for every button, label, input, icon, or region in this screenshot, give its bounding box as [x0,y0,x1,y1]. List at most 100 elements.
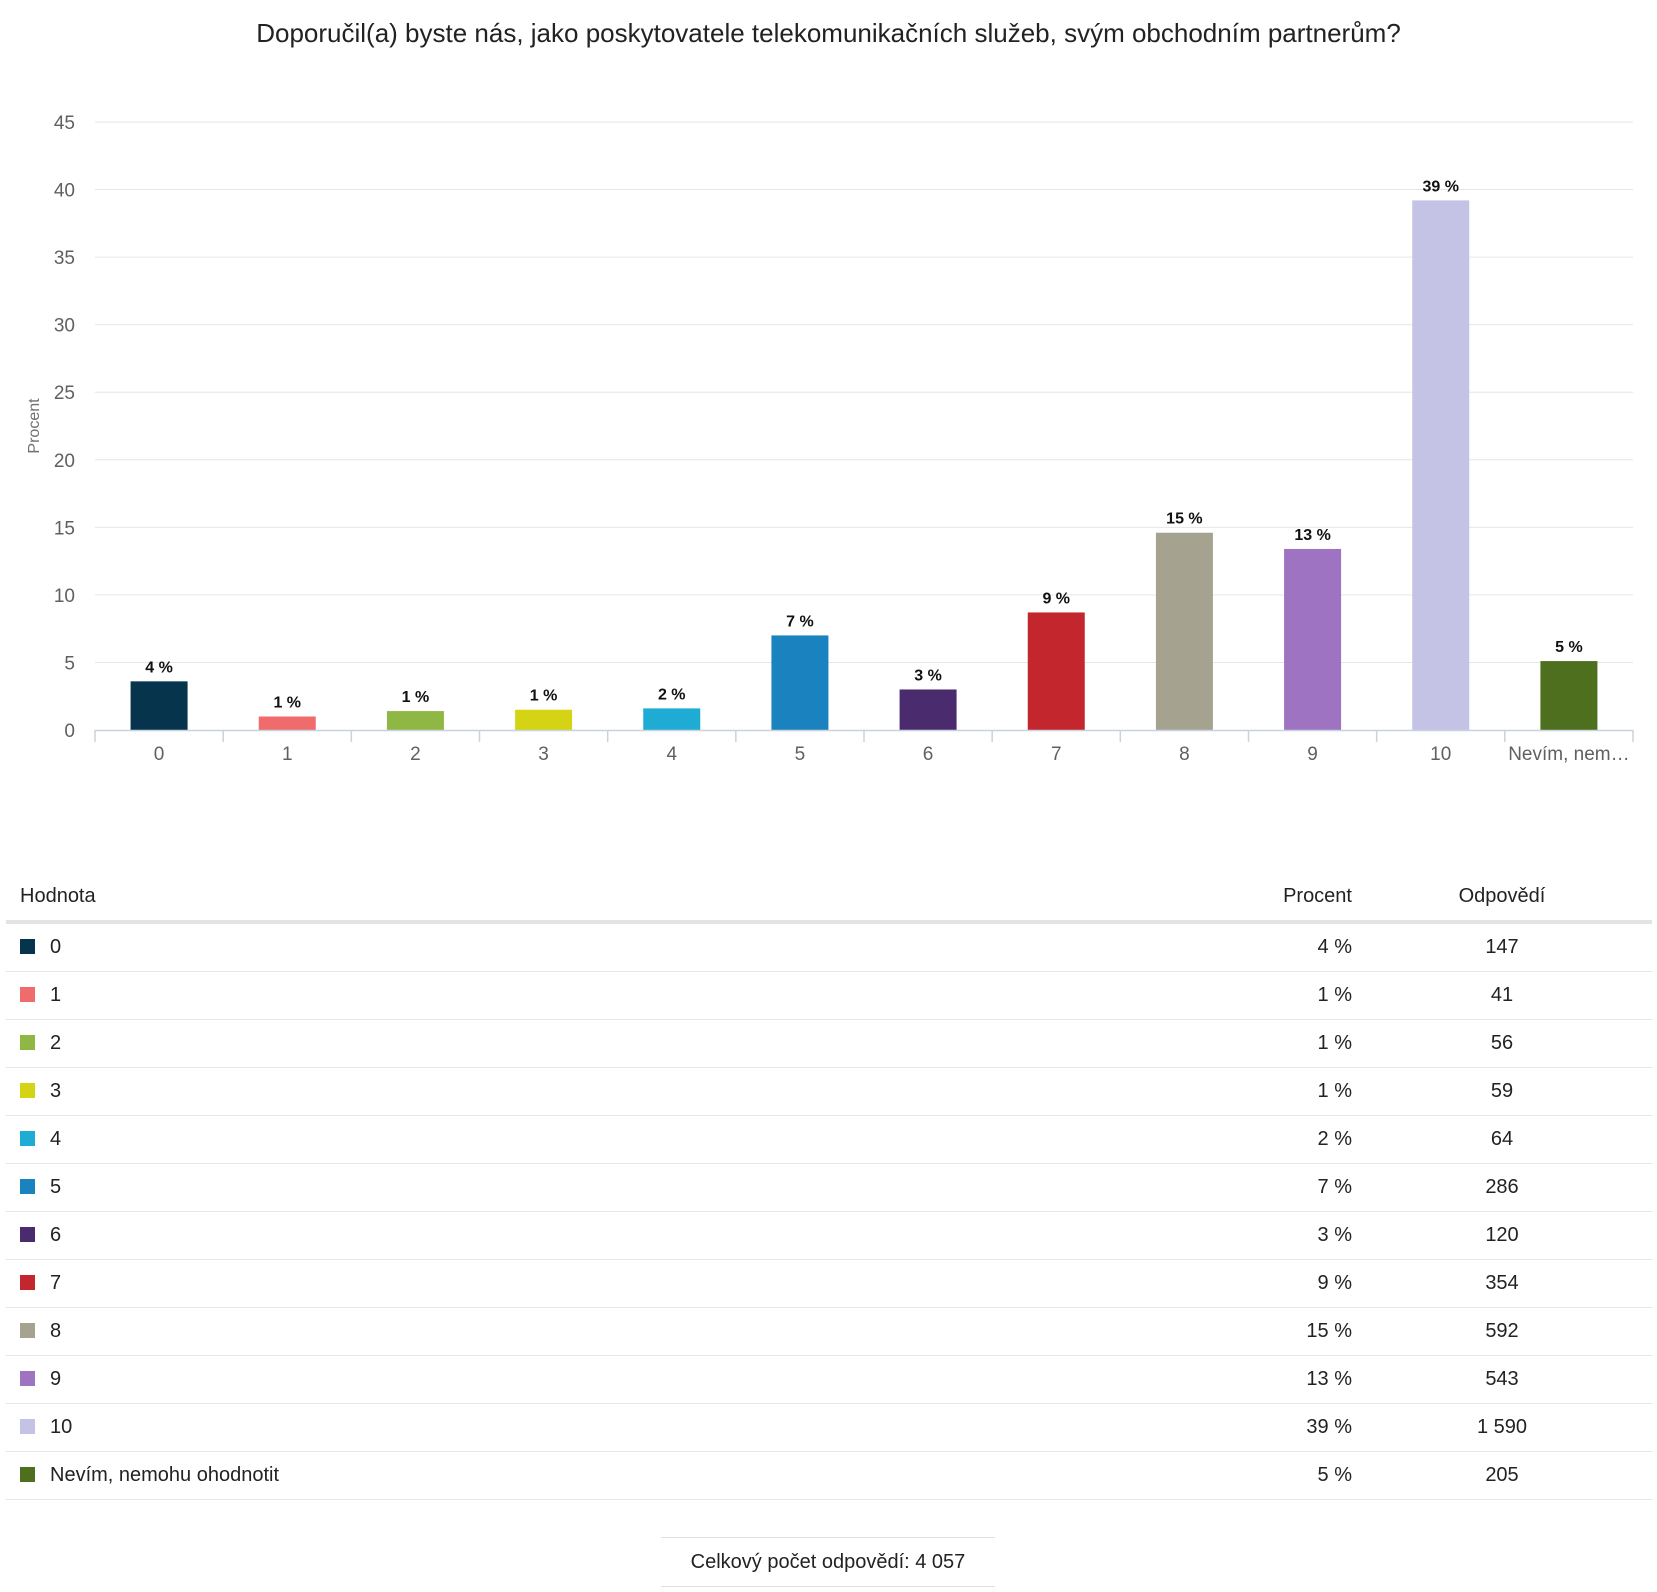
bar-6 [899,689,957,730]
row-label: 9 [50,1368,62,1390]
row-percent: 5 % [1152,1451,1352,1500]
bar-8 [1155,532,1213,730]
table-row: Nevím, nemohu ohodnotit 5 % 205 [6,1451,1652,1500]
bar-7 [1027,612,1085,730]
data-label: 15 % [1166,511,1202,528]
data-label: 1 % [273,694,301,711]
table-row: 7 9 % 354 [6,1259,1652,1308]
row-label: 0 [50,936,62,958]
row-percent: 7 % [1152,1163,1352,1212]
row-value-cell: 3 [6,1067,1152,1116]
y-tick-label: 35 [54,248,75,269]
row-percent: 1 % [1152,1019,1352,1068]
legend-swatch [20,1371,35,1386]
row-percent: 2 % [1152,1115,1352,1164]
x-tick-label: 2 [410,744,421,765]
y-axis-label: Procent [26,398,43,454]
data-label: 1 % [530,688,558,705]
table-row: 10 39 % 1 590 [6,1403,1652,1452]
x-tick-label: 8 [1179,744,1190,765]
table-row: 9 13 % 543 [6,1355,1652,1404]
x-axis: 0 1 2 3 4 5 6 7 8 9 10 Nevím, nem… [94,729,1634,765]
table-row: 1 1 % 41 [6,971,1652,1020]
y-tick-label: 5 [64,653,75,674]
row-value-cell: 0 [6,922,1152,972]
row-count: 56 [1352,1019,1652,1068]
bar-4 [643,708,701,730]
row-value-cell: 8 [6,1307,1152,1356]
data-label: 5 % [1555,639,1583,656]
legend-swatch [20,1323,35,1338]
legend-swatch [20,1275,35,1290]
row-value-cell: 5 [6,1163,1152,1212]
x-tick-label: 1 [282,744,293,765]
y-tick-label: 10 [54,586,75,607]
row-percent: 39 % [1152,1403,1352,1452]
bar-3 [515,709,573,730]
row-value-cell: 6 [6,1211,1152,1260]
x-tick-label: 5 [795,744,806,765]
data-label: 3 % [914,667,942,684]
row-count: 41 [1352,971,1652,1020]
table-row: 3 1 % 59 [6,1067,1652,1116]
bar-9 [1284,548,1342,730]
row-label: 1 [50,984,62,1006]
row-label: 4 [50,1128,62,1150]
data-labels: 4 % 1 % 1 % 1 % 2 % 7 % 3 % 9 % 15 % 13 % 39 % 5 % [145,178,1582,711]
legend-swatch [20,1467,35,1482]
row-label: Nevím, nemohu ohodnotit [50,1464,280,1486]
legend-swatch [20,1035,35,1050]
row-count: 354 [1352,1259,1652,1308]
row-percent: 13 % [1152,1355,1352,1404]
table-row: 5 7 % 286 [6,1163,1652,1212]
row-value-cell: 9 [6,1355,1152,1404]
table-row: 2 1 % 56 [6,1019,1652,1068]
row-label: 3 [50,1080,62,1102]
row-label: 7 [50,1272,62,1294]
row-label: 10 [50,1416,73,1438]
row-count: 543 [1352,1355,1652,1404]
x-tick-label: 9 [1307,744,1318,765]
legend-swatch [20,987,35,1002]
table-body: 0 4 % 147 1 1 % 41 2 1 % 56 3 1 % 59 4 2 % 64 5 7 % 286 6 3… [6,922,1652,1500]
bar-1 [258,716,316,730]
row-count: 64 [1352,1115,1652,1164]
y-tick-label: 30 [54,316,75,337]
row-value-cell: Nevím, nemohu ohodnotit [6,1451,1152,1500]
row-label: 8 [50,1320,62,1342]
row-percent: 15 % [1152,1307,1352,1356]
row-value-cell: 10 [6,1403,1152,1452]
x-tick-label: 6 [923,744,934,765]
header-value: Hodnota [6,872,1152,924]
y-tick-label: 45 [54,113,75,134]
legend-swatch [20,1227,35,1242]
gridlines [95,121,1633,663]
row-count: 286 [1352,1163,1652,1212]
data-label: 13 % [1294,527,1330,544]
x-tick-label: 4 [666,744,677,765]
row-value-cell: 4 [6,1115,1152,1164]
header-percent: Procent [1152,872,1352,924]
row-count: 592 [1352,1307,1652,1356]
bar-5 [771,635,829,730]
legend-swatch [20,1419,35,1434]
row-label: 5 [50,1176,62,1198]
row-label: 6 [50,1224,62,1246]
bar-0 [130,681,188,730]
bars [130,200,1598,730]
row-percent: 1 % [1152,1067,1352,1116]
total-responses: Celkový počet odpovědí: 4 057 [661,1537,995,1587]
row-count: 205 [1352,1451,1652,1500]
row-percent: 4 % [1152,922,1352,972]
data-label: 7 % [786,613,814,630]
row-count: 147 [1352,922,1652,972]
x-tick-label: 7 [1051,744,1062,765]
bar-11 [1540,661,1598,730]
row-percent: 9 % [1152,1259,1352,1308]
y-tick-label: 15 [54,518,75,539]
y-tick-label: 0 [64,721,75,742]
x-tick-label: 0 [154,744,165,765]
row-count: 1 590 [1352,1403,1652,1452]
table-row: 8 15 % 592 [6,1307,1652,1356]
